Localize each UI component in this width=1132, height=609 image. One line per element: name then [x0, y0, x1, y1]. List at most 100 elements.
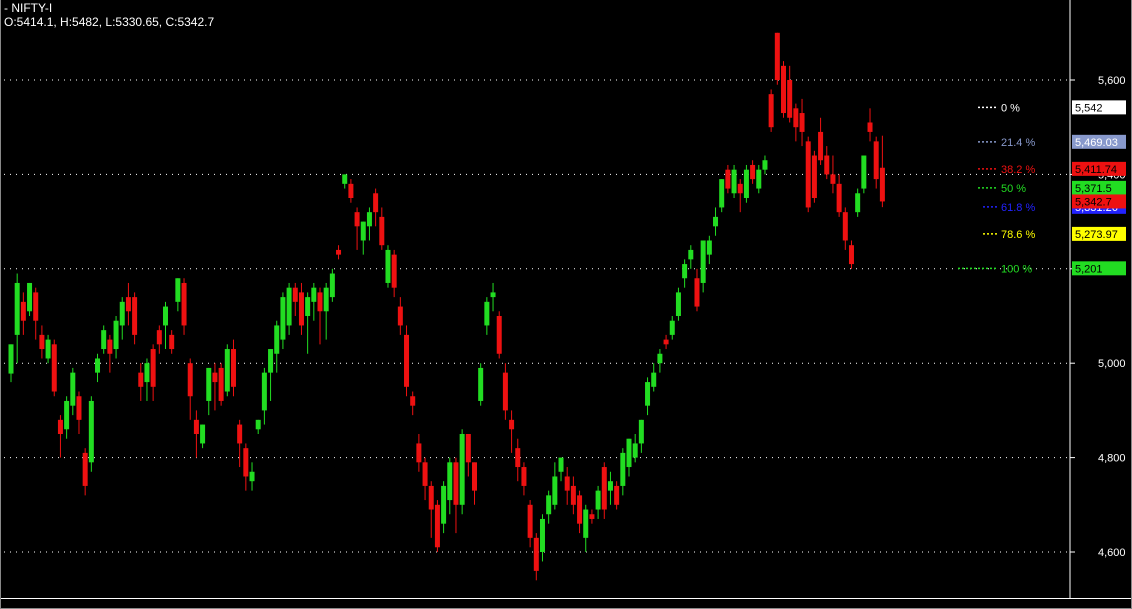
candle-body	[502, 372, 508, 411]
candle-body	[237, 424, 243, 444]
candle-body	[206, 367, 212, 401]
fib-value-label: 5,411.74	[1075, 164, 1117, 176]
candle-body	[552, 476, 558, 505]
candle-body	[286, 287, 292, 326]
candle-body	[156, 330, 162, 345]
y-tick-label: 4,600	[1098, 547, 1126, 559]
candle-body	[354, 212, 360, 227]
candle-body	[607, 481, 613, 491]
candle-body	[768, 94, 774, 128]
fib-level-label: 0 %	[1001, 102, 1020, 114]
candle-body	[762, 160, 768, 170]
candle-body	[45, 339, 51, 359]
fib-level-label: 100 %	[1001, 263, 1032, 275]
fib-value-label: 5,371.5	[1075, 183, 1112, 195]
candle-body	[836, 183, 842, 213]
candle-body	[577, 495, 583, 524]
candle-body	[651, 372, 657, 387]
candle-body	[861, 155, 867, 189]
candle-body	[546, 495, 552, 515]
candle-body	[292, 287, 298, 302]
candle-body	[76, 396, 82, 420]
candle-body	[478, 367, 484, 401]
last-close-label: 5,342.7	[1075, 196, 1112, 208]
candle-body	[632, 443, 638, 458]
candle-body	[218, 367, 224, 401]
candle-body	[787, 80, 793, 118]
candle-body	[725, 169, 731, 189]
y-tick-label: 5,600	[1098, 75, 1126, 87]
candle-body	[175, 278, 181, 302]
candle-body	[496, 316, 502, 354]
candle-body	[490, 292, 496, 298]
candle-body	[805, 141, 811, 208]
candle-body	[811, 155, 817, 198]
candle-body	[441, 485, 447, 524]
fib-value-label: 5,542	[1075, 102, 1103, 114]
fib-value-box	[1072, 100, 1126, 115]
candle-body	[453, 462, 459, 505]
candle-body	[459, 434, 465, 505]
y-tick-label: 5,000	[1098, 358, 1126, 370]
candle-body	[255, 419, 261, 430]
candle-body	[181, 282, 187, 326]
candle-body	[107, 339, 113, 354]
candle-body	[379, 216, 385, 246]
fib-value-box	[1072, 261, 1126, 276]
candle-body	[193, 419, 199, 434]
candle-body	[731, 169, 737, 194]
candle-body	[447, 462, 453, 501]
candle-body	[583, 509, 589, 538]
candle-body	[230, 349, 236, 387]
candle-body	[88, 400, 94, 463]
candle-body	[268, 349, 274, 373]
candle-body	[781, 65, 786, 114]
candle-body	[867, 122, 873, 132]
fib-level-label: 50 %	[1001, 183, 1026, 195]
candle-body	[855, 193, 861, 213]
y-tick-label: 4,800	[1098, 453, 1126, 465]
candle-body	[719, 179, 725, 208]
candle-body	[793, 108, 799, 128]
candle-body	[82, 452, 88, 486]
candle-body	[527, 504, 533, 538]
fib-value-label: 5,273.97	[1075, 229, 1118, 241]
candle-body	[373, 193, 379, 213]
candle-body	[280, 297, 286, 340]
candle-body	[8, 344, 14, 374]
candle-body	[274, 325, 280, 354]
candle-body	[14, 282, 20, 335]
fib-level-label: 38.2 %	[1001, 164, 1035, 176]
candle-body	[472, 462, 477, 491]
candle-body	[70, 372, 76, 406]
fib-value-box	[1072, 161, 1126, 176]
candle-body	[539, 518, 545, 552]
candle-body	[360, 221, 366, 241]
candle-body	[144, 363, 150, 383]
candle-body	[706, 240, 712, 255]
candle-body	[428, 485, 434, 510]
candle-body	[298, 292, 304, 326]
candle-body	[342, 174, 348, 184]
candle-body	[638, 419, 644, 444]
candle-body	[169, 334, 175, 350]
fib-level-label: 21.4 %	[1001, 137, 1035, 149]
candle-body	[323, 287, 329, 312]
fib-value-box	[1072, 226, 1126, 241]
candle-body	[879, 167, 885, 202]
candle-body	[212, 372, 218, 383]
candle-body	[163, 306, 168, 326]
candle-body	[700, 240, 706, 283]
candle-body	[404, 334, 410, 387]
candle-body	[224, 349, 230, 392]
candle-body	[113, 320, 119, 350]
candle-body	[818, 131, 824, 161]
candle-body	[570, 485, 576, 505]
candle-body	[694, 278, 700, 307]
candle-body	[132, 297, 138, 335]
candle-body	[799, 113, 805, 132]
candle-body	[521, 467, 527, 486]
candle-body	[509, 419, 515, 430]
